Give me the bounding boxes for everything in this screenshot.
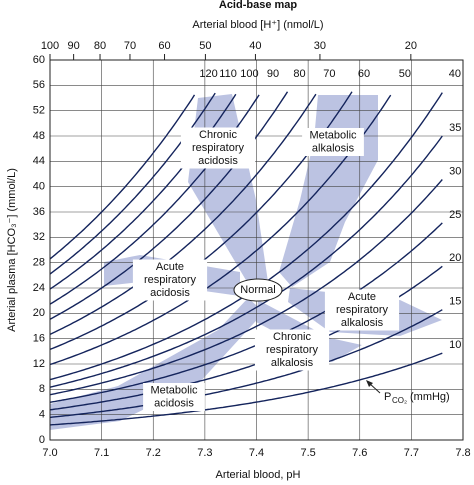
x-tick-label: 7.1: [94, 447, 109, 459]
normal-label: Normal: [240, 284, 275, 296]
y-tick-label: 0: [39, 434, 45, 446]
region-label: alkalosis: [271, 357, 314, 369]
isopleth-curve: [50, 179, 443, 396]
isopleth-label: 50: [399, 68, 411, 80]
isopleth-curve: [50, 93, 317, 336]
top-tick-label: 60: [158, 40, 170, 52]
isopleth-label: 60: [358, 68, 370, 80]
isopleth-curve: [50, 309, 443, 419]
region-shade: [279, 95, 378, 287]
isopleth-label: 90: [267, 68, 279, 80]
region-label: Acute: [156, 261, 184, 273]
region-label: Acute: [348, 291, 376, 303]
x-tick-label: 7.5: [300, 447, 315, 459]
chart-title: Acid-base map: [219, 0, 298, 11]
isopleth-label: 40: [449, 68, 461, 80]
y-tick-label: 12: [33, 358, 45, 370]
region-shade: [50, 298, 264, 430]
isopleth-curve: [50, 352, 443, 426]
region-label-bg: [324, 289, 400, 331]
pco2-arrowhead: [366, 380, 373, 387]
top-tick-label: 70: [124, 40, 136, 52]
pco2-unit: (mmHg): [410, 391, 450, 403]
isopleth-label: 10: [449, 339, 461, 351]
region-label-bg: [180, 127, 256, 169]
region-label: respiratory: [144, 274, 196, 286]
region-label: alkalosis: [312, 142, 355, 154]
x-tick-label: 7.2: [146, 447, 161, 459]
y-tick-label: 4: [39, 409, 45, 421]
top-tick-label: 100: [41, 40, 59, 52]
region-label: alkalosis: [341, 317, 384, 329]
isopleth-label: 110: [219, 68, 237, 80]
y-tick-label: 20: [33, 307, 45, 319]
y-tick-label: 40: [33, 181, 45, 193]
region-label: Metabolic: [150, 384, 198, 396]
isopleth-label: 80: [293, 68, 305, 80]
top-tick-label: 30: [314, 40, 326, 52]
isopleth-curve: [50, 94, 392, 366]
top-tick-label: 20: [405, 40, 417, 52]
top-tick-label: 90: [67, 40, 79, 52]
region-label: Chronic: [273, 331, 311, 343]
region-label-bg: [132, 259, 208, 301]
isopleth-label: 70: [323, 68, 335, 80]
y-tick-label: 56: [33, 79, 45, 91]
region-label: acidosis: [150, 287, 190, 299]
x-tick-label: 7.3: [197, 447, 212, 459]
y-tick-label: 44: [33, 155, 45, 167]
isopleth-label: 120: [199, 68, 217, 80]
y-tick-label: 8: [39, 383, 45, 395]
region-label: acidosis: [198, 155, 238, 167]
region-label: respiratory: [192, 142, 244, 154]
y-tick-label: 60: [33, 54, 45, 66]
isopleth-label: 30: [449, 165, 461, 177]
x-tick-label: 7.7: [404, 447, 419, 459]
region-label-bg: [254, 329, 330, 371]
isopleth-curve: [50, 135, 443, 388]
top-tick-label: 80: [94, 40, 106, 52]
plot-frame: [49, 59, 464, 441]
region-shade: [188, 94, 268, 287]
x-tick-label: 7.8: [455, 447, 470, 459]
x-tick-label: 7.4: [249, 447, 264, 459]
isopleth-label: 25: [449, 209, 461, 221]
isopleth-label: 100: [240, 68, 258, 80]
region-label: Metabolic: [309, 129, 357, 141]
y-tick-label: 16: [33, 333, 45, 345]
region-label: Chronic: [199, 129, 237, 141]
region-label: respiratory: [266, 344, 318, 356]
region-label-bg: [302, 128, 364, 156]
top-tick-label: 40: [249, 40, 261, 52]
isopleth-label: 15: [449, 296, 461, 308]
normal-ellipse: [233, 278, 283, 302]
y-tick-label: 28: [33, 257, 45, 269]
y-tick-label: 36: [33, 206, 45, 218]
isopleth-label: 35: [449, 122, 461, 134]
region-label-bg: [143, 383, 205, 411]
pco2-subscript: CO₂: [392, 396, 407, 405]
region-label: acidosis: [154, 397, 194, 409]
y-tick-label: 24: [33, 282, 45, 294]
y-tick-label: 52: [33, 105, 45, 117]
isopleth-curve: [50, 94, 196, 260]
y-axis-label: Arterial plasma [HCO₃⁻] (mmol/L): [6, 168, 18, 332]
region-label: respiratory: [336, 304, 388, 316]
top-tick-label: 50: [199, 40, 211, 52]
x-axis-label: Arterial blood, pH: [216, 469, 301, 481]
isopleth-curve: [50, 222, 443, 403]
isopleth-label: 20: [449, 252, 461, 264]
x-tick-label: 7.6: [352, 447, 367, 459]
y-tick-label: 32: [33, 231, 45, 243]
pco2-symbol: P: [384, 391, 391, 403]
top-axis-label: Arterial blood [H⁺] (nmol/L): [192, 19, 323, 31]
y-tick-label: 48: [33, 130, 45, 142]
x-tick-label: 7.0: [42, 447, 57, 459]
